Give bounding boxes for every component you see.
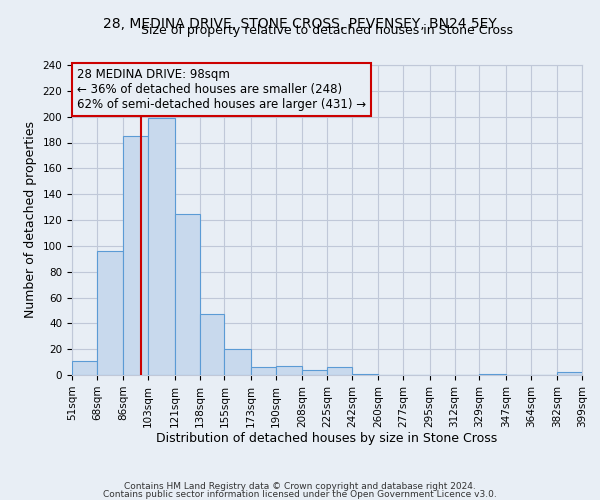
- Bar: [276, 366, 302, 375]
- Title: Size of property relative to detached houses in Stone Cross: Size of property relative to detached ho…: [141, 24, 513, 38]
- X-axis label: Distribution of detached houses by size in Stone Cross: Distribution of detached houses by size …: [157, 432, 497, 446]
- Text: Contains public sector information licensed under the Open Government Licence v3: Contains public sector information licen…: [103, 490, 497, 499]
- Bar: [175, 214, 199, 375]
- Bar: [352, 374, 378, 375]
- Bar: [479, 374, 506, 375]
- Bar: [72, 361, 97, 375]
- Bar: [97, 251, 123, 375]
- Bar: [327, 367, 352, 375]
- Bar: [224, 349, 251, 375]
- Y-axis label: Number of detached properties: Number of detached properties: [24, 122, 37, 318]
- Text: Contains HM Land Registry data © Crown copyright and database right 2024.: Contains HM Land Registry data © Crown c…: [124, 482, 476, 491]
- Bar: [199, 314, 224, 375]
- Bar: [123, 136, 148, 375]
- Text: 28, MEDINA DRIVE, STONE CROSS, PEVENSEY, BN24 5EY: 28, MEDINA DRIVE, STONE CROSS, PEVENSEY,…: [103, 18, 497, 32]
- Bar: [557, 372, 582, 375]
- Text: 28 MEDINA DRIVE: 98sqm
← 36% of detached houses are smaller (248)
62% of semi-de: 28 MEDINA DRIVE: 98sqm ← 36% of detached…: [77, 68, 366, 111]
- Bar: [148, 118, 175, 375]
- Bar: [302, 370, 327, 375]
- Bar: [251, 367, 276, 375]
